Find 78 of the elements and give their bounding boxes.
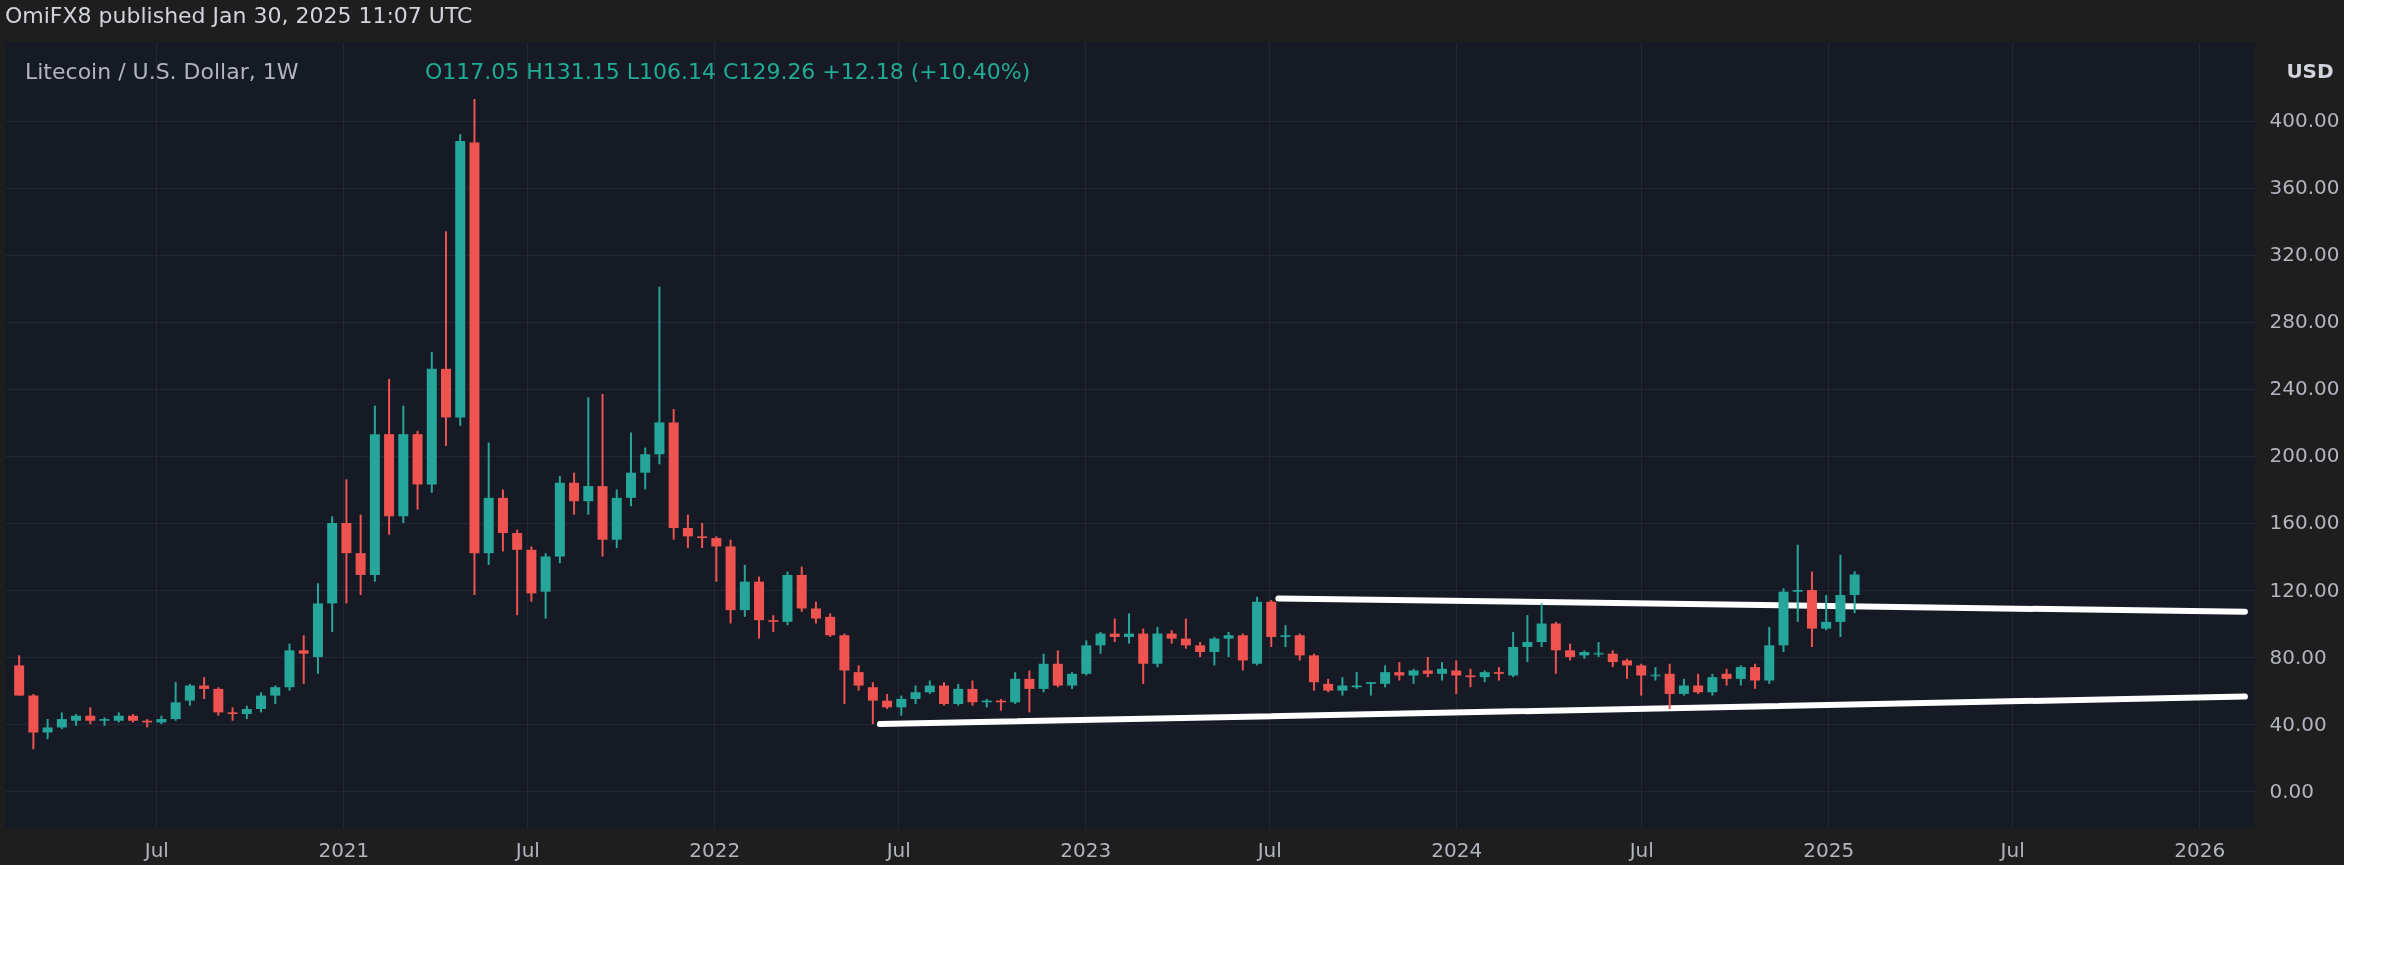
text: OmiFX8 published Jan 30, 2025 11:07 UTC bbox=[5, 3, 473, 28]
candlestick bbox=[1664, 662, 1675, 711]
candlestick bbox=[355, 513, 366, 597]
y-tick-label: 0.00 bbox=[2269, 778, 2315, 803]
x-tick-label: Jul bbox=[1255, 837, 1282, 862]
y-tick-label: 280.00 bbox=[2269, 309, 2340, 334]
text: USD bbox=[2286, 59, 2334, 83]
annotation: O117.05 H131.15 L106.14 C129.26 +12.18 (+10.40%) bbox=[425, 59, 1031, 84]
candlestick bbox=[1437, 661, 1448, 682]
candlestick bbox=[170, 681, 181, 722]
candlestick bbox=[810, 600, 821, 625]
candlestick bbox=[583, 396, 594, 516]
candlestick bbox=[1010, 671, 1021, 705]
candlestick bbox=[1465, 667, 1476, 689]
candlestick bbox=[1522, 614, 1533, 664]
text: Litecoin / U.S. Dollar, 1W bbox=[25, 59, 299, 84]
candlestick bbox=[896, 694, 907, 717]
candlestick bbox=[298, 634, 309, 685]
y-tick-label: 40.00 bbox=[2269, 711, 2327, 736]
candlestick bbox=[1209, 635, 1220, 667]
candlestick bbox=[1849, 570, 1860, 615]
y-tick-label: 400.00 bbox=[2269, 108, 2340, 133]
candlestick bbox=[953, 682, 964, 707]
candlestick bbox=[1451, 659, 1462, 695]
candlestick bbox=[1294, 632, 1305, 662]
candlestick bbox=[1024, 669, 1035, 714]
candlestick bbox=[1180, 617, 1191, 650]
candlestick bbox=[853, 664, 864, 692]
candlestick bbox=[512, 528, 523, 617]
candlestick bbox=[1621, 657, 1632, 680]
candlestick bbox=[1095, 630, 1106, 655]
candlestick bbox=[1821, 594, 1832, 632]
x-tick-label: Jul bbox=[142, 837, 169, 862]
y-tick-label: 320.00 bbox=[2269, 242, 2340, 267]
candlestick bbox=[967, 679, 978, 707]
candlestick bbox=[1380, 664, 1391, 689]
y-tick-label: 120.00 bbox=[2269, 577, 2340, 602]
candlestick bbox=[1536, 602, 1547, 648]
x-tick-label: Jul bbox=[1998, 837, 2025, 862]
candlestick bbox=[1052, 649, 1063, 689]
candlestick bbox=[184, 682, 195, 707]
candlestick bbox=[1750, 662, 1761, 690]
candlestick bbox=[867, 681, 878, 726]
x-tick-label: Jul bbox=[1627, 837, 1654, 862]
candlestick bbox=[939, 681, 950, 707]
candlestick bbox=[1792, 543, 1803, 623]
candlestick bbox=[910, 684, 921, 705]
candlestick bbox=[42, 718, 53, 741]
x-tick-label: Jul bbox=[884, 837, 911, 862]
candlestick bbox=[640, 446, 651, 491]
y-tick-label: 240.00 bbox=[2269, 376, 2340, 401]
y-tick-label: 160.00 bbox=[2269, 510, 2340, 535]
candlestick bbox=[1422, 656, 1433, 679]
x-tick-label: 2023 bbox=[1060, 837, 1112, 862]
candlestick bbox=[825, 612, 836, 638]
candlestick bbox=[1707, 672, 1718, 697]
y-tick-label: 80.00 bbox=[2269, 644, 2327, 669]
candlestick bbox=[1735, 664, 1746, 687]
candlestick bbox=[270, 684, 281, 705]
candlestick bbox=[213, 686, 224, 717]
x-tick-label: 2026 bbox=[2174, 837, 2226, 862]
candlestick bbox=[1636, 662, 1647, 697]
candlestick bbox=[697, 521, 708, 550]
candlestick bbox=[569, 471, 580, 516]
x-tick-label: 2024 bbox=[1431, 837, 1483, 862]
candlestick bbox=[1337, 676, 1348, 697]
x-tick-label: 2022 bbox=[689, 837, 741, 862]
x-tick-label: 2021 bbox=[318, 837, 370, 862]
candlestick bbox=[1223, 630, 1234, 659]
candlestick bbox=[1280, 624, 1291, 648]
y-tick-label: 360.00 bbox=[2269, 175, 2340, 200]
candlestick bbox=[1693, 672, 1704, 695]
y-tick-label: 200.00 bbox=[2269, 443, 2340, 468]
candlestick bbox=[682, 513, 693, 550]
candlestick bbox=[711, 535, 722, 583]
x-tick-label: Jul bbox=[513, 837, 540, 862]
x-tick-label: 2025 bbox=[1803, 837, 1855, 862]
candlestick bbox=[256, 691, 267, 714]
